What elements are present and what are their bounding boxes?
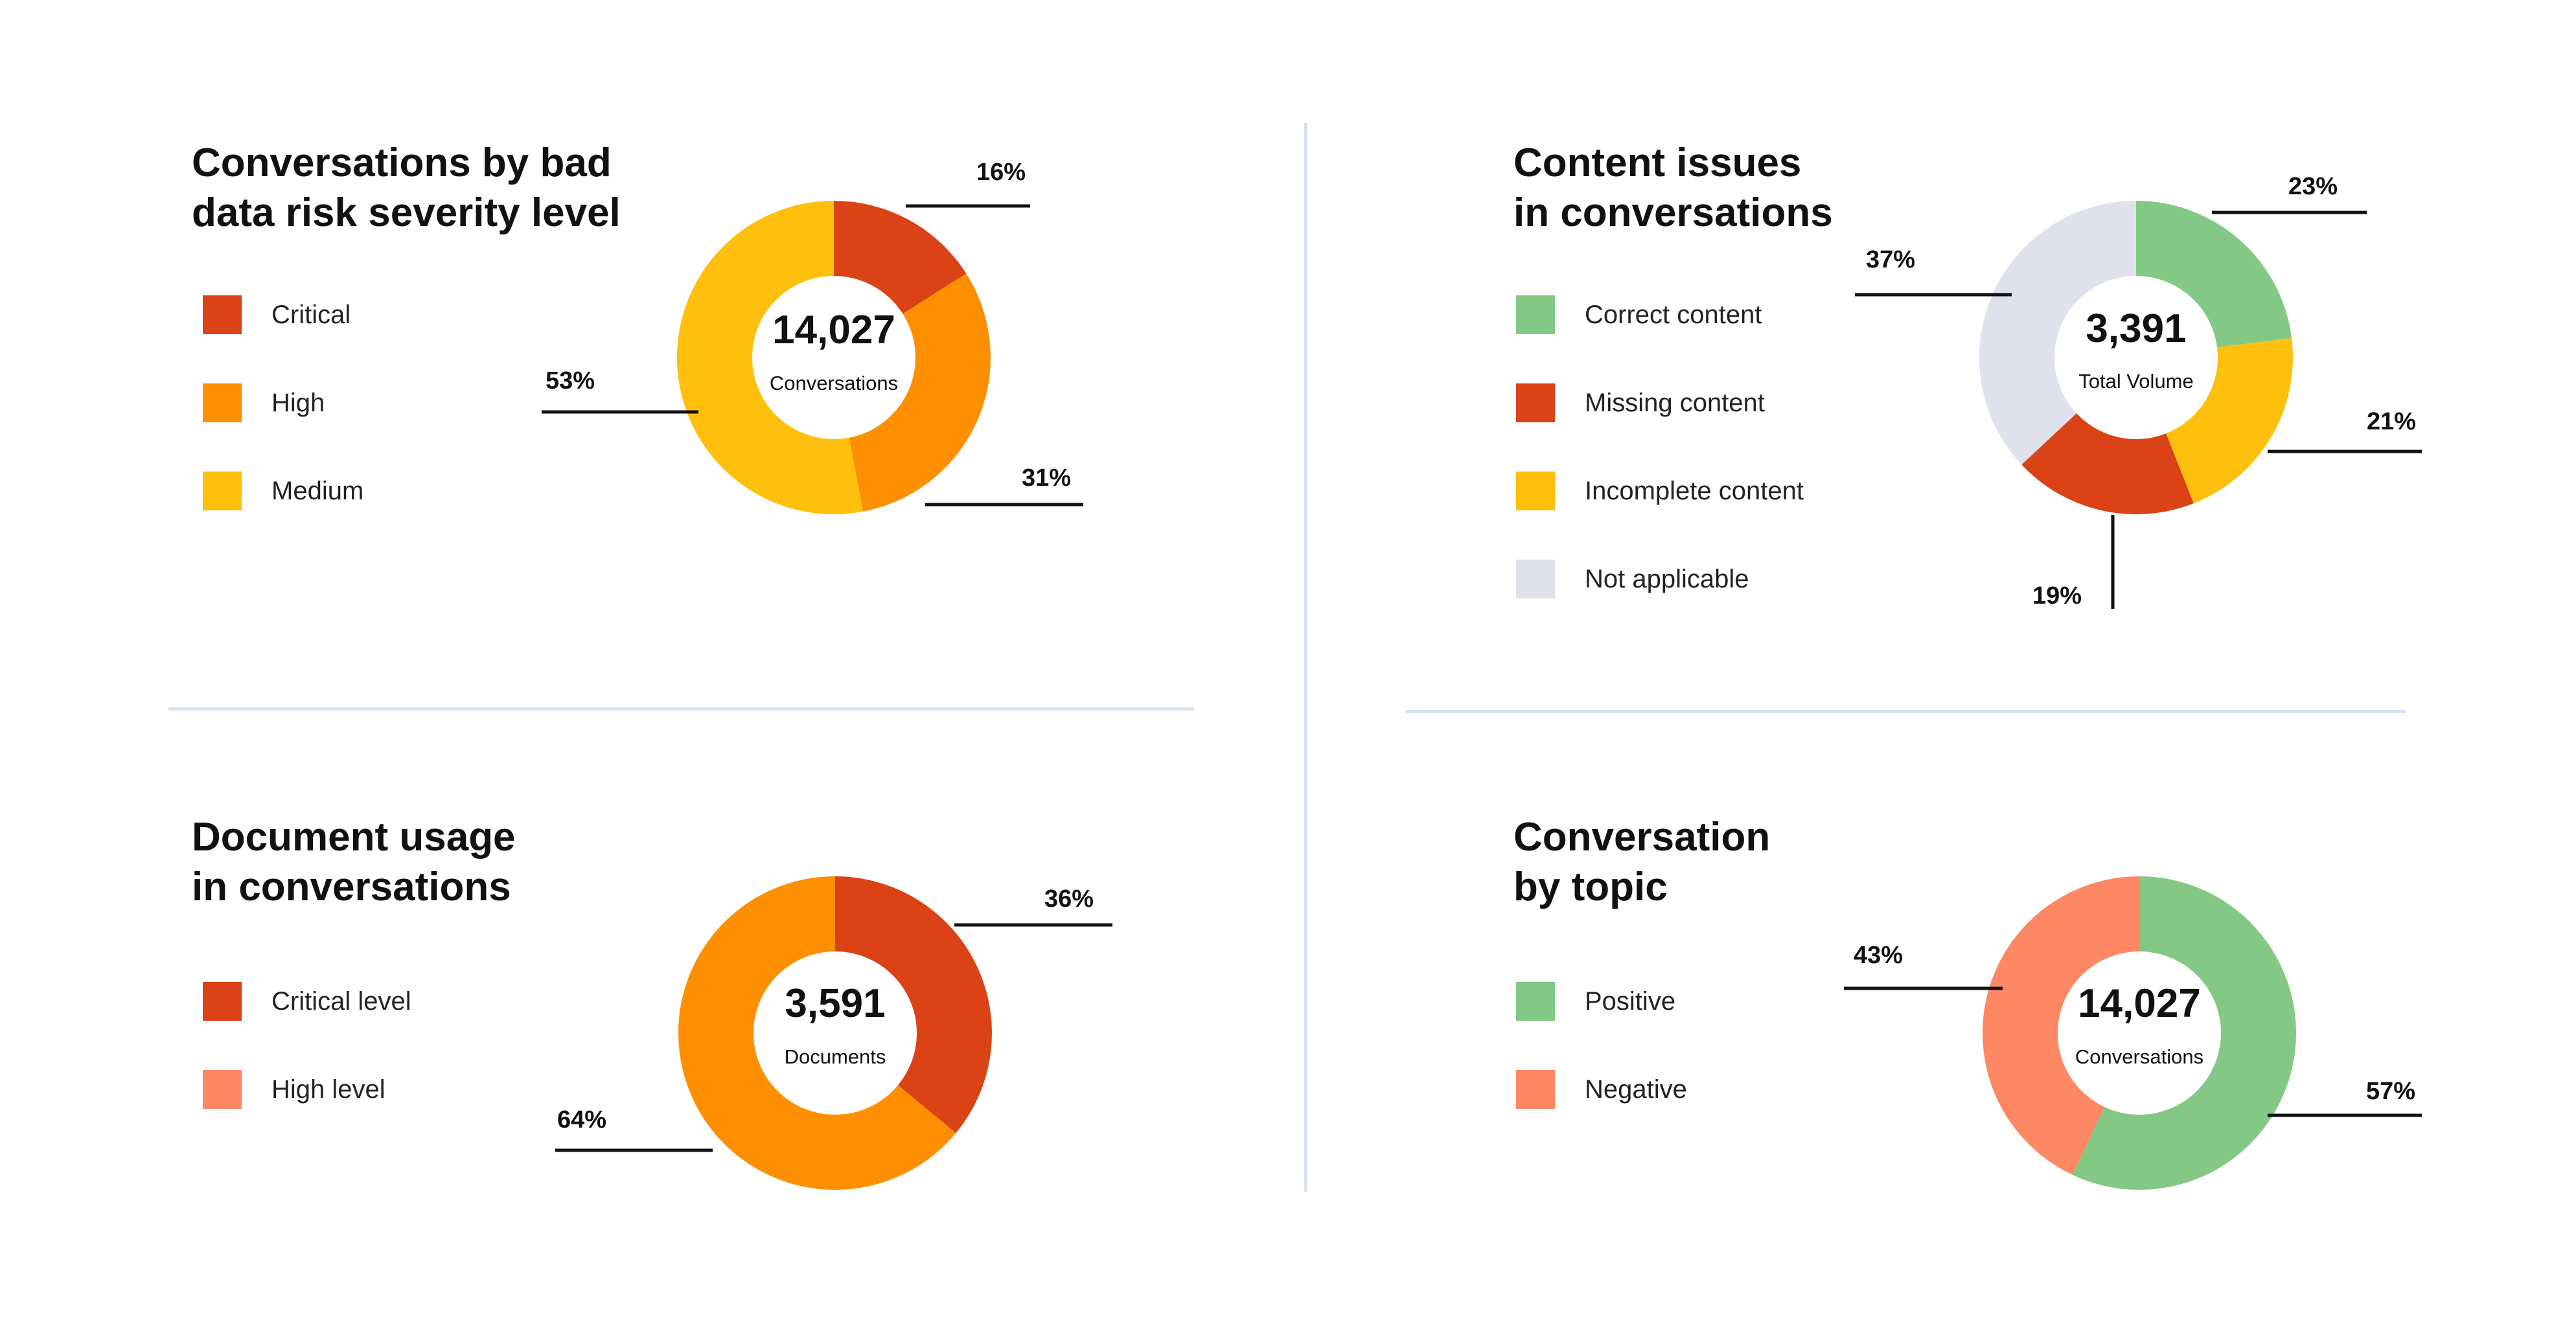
legend-item-missing-content: Missing content xyxy=(1516,383,1804,423)
slice-value-label: 57% xyxy=(2366,1078,2415,1105)
legend-label: High level xyxy=(271,1075,385,1104)
slice-value-label: 21% xyxy=(2367,408,2416,435)
legend-swatch xyxy=(1516,295,1555,334)
slice-value-label: 37% xyxy=(1866,246,1915,273)
donut-slice-missing-content xyxy=(1979,201,2293,514)
legend-label: Missing content xyxy=(1585,388,1765,417)
legend-label: Not applicable xyxy=(1585,564,1749,593)
legend-swatch xyxy=(1516,1070,1555,1109)
chart-title: Conversations by bad data risk severity … xyxy=(192,141,621,235)
legend-label: Medium xyxy=(271,476,364,505)
slice-value-label: 23% xyxy=(2288,173,2338,200)
donut-slice-medium xyxy=(677,201,991,514)
slice-value-label: 36% xyxy=(1044,885,1094,913)
legend-swatch xyxy=(203,295,242,334)
legend-label: Positive xyxy=(1585,986,1676,1016)
center-value: 3,391 xyxy=(2086,306,2186,351)
donut-slice-incomplete-content xyxy=(1979,201,2293,514)
legend-label: Incomplete content xyxy=(1585,476,1804,505)
legend-label: Critical level xyxy=(271,986,411,1016)
slice-value-label: 31% xyxy=(1022,464,1071,492)
center-value: 14,027 xyxy=(772,308,895,352)
legend-item-critical: Critical xyxy=(203,295,363,335)
horizontal-divider-right xyxy=(1406,710,2406,713)
donut-slice-high-level xyxy=(678,876,992,1190)
center-label: Documents xyxy=(785,1045,886,1068)
chart-legend: Positive Negative xyxy=(1516,981,1687,1109)
chart-legend: Critical level High level xyxy=(203,981,411,1109)
slice-value-label: 43% xyxy=(1854,942,1903,969)
chart-title: Document usage in conversations xyxy=(192,815,516,909)
center-value: 14,027 xyxy=(2078,981,2201,1026)
chart-title: Content issues in conversations xyxy=(1513,141,1833,235)
legend-swatch xyxy=(1516,383,1555,422)
legend-swatch xyxy=(203,472,242,510)
slice-value-label: 53% xyxy=(546,367,595,394)
donut-slice-high xyxy=(677,201,991,514)
legend-item-positive: Positive xyxy=(1516,981,1687,1021)
center-value: 3,591 xyxy=(785,981,885,1026)
legend-item-not-applicable: Not applicable xyxy=(1516,559,1804,599)
slice-value-label: 19% xyxy=(2032,582,2082,609)
center-label: Conversations xyxy=(2075,1045,2203,1068)
legend-item-incomplete-content: Incomplete content xyxy=(1516,471,1804,511)
legend-swatch xyxy=(203,1070,242,1109)
legend-label: Correct content xyxy=(1585,300,1762,329)
horizontal-divider-left xyxy=(168,707,1194,711)
legend-swatch xyxy=(1516,472,1555,510)
legend-item-high-level: High level xyxy=(203,1069,411,1109)
slice-value-label: 64% xyxy=(557,1106,606,1133)
chart-legend: Correct content Missing content Incomple… xyxy=(1516,295,1804,599)
legend-item-medium: Medium xyxy=(203,471,363,511)
legend-swatch xyxy=(1516,560,1555,598)
vertical-divider xyxy=(1304,123,1307,1192)
legend-swatch xyxy=(203,982,242,1021)
slice-value-label: 16% xyxy=(976,159,1026,186)
donut-slice-negative xyxy=(1983,876,2296,1190)
legend-item-critical-level: Critical level xyxy=(203,981,411,1021)
legend-swatch xyxy=(203,383,242,422)
legend-label: Negative xyxy=(1585,1075,1687,1104)
legend-swatch xyxy=(1516,982,1555,1021)
chart-title: Conversation by topic xyxy=(1513,815,1771,909)
chart-legend: Critical High Medium xyxy=(203,295,363,511)
legend-label: Critical xyxy=(271,300,351,329)
center-label: Conversations xyxy=(770,372,898,394)
center-label: Total Volume xyxy=(2078,370,2194,393)
legend-item-correct-content: Correct content xyxy=(1516,295,1804,335)
legend-item-negative: Negative xyxy=(1516,1069,1687,1109)
legend-item-high: High xyxy=(203,383,363,423)
legend-label: High xyxy=(271,388,325,417)
donut-slice-not-applicable xyxy=(1979,201,2293,514)
